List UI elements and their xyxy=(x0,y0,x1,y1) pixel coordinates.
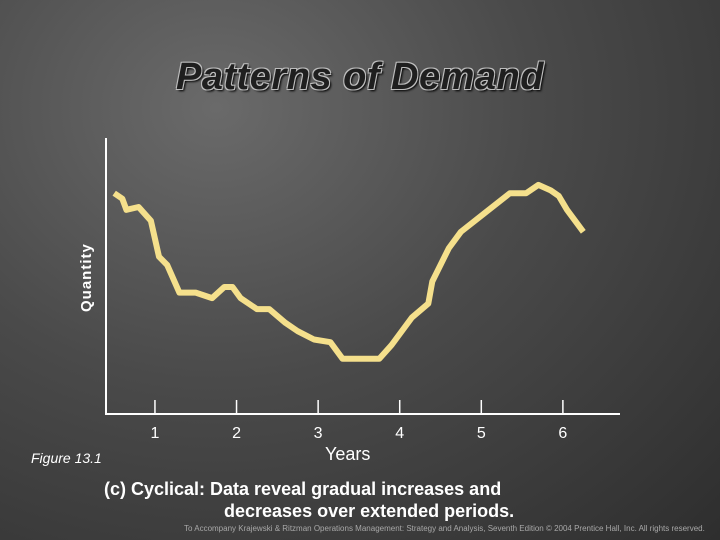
caption-line-1: (c) Cyclical: Data reveal gradual increa… xyxy=(104,479,502,499)
figure-label: Figure 13.1 xyxy=(31,450,102,466)
x-tick-label-6: 6 xyxy=(558,425,567,442)
x-tick-label-4: 4 xyxy=(395,425,404,442)
x-tick-label-1: 1 xyxy=(150,425,159,442)
slide-title: Patterns of Demand xyxy=(176,56,544,98)
demand-series-line xyxy=(112,181,586,362)
x-ticks: 1 2 3 4 5 6 xyxy=(150,400,567,442)
x-tick-label-3: 3 xyxy=(314,425,323,442)
caption: (c) Cyclical: Data reveal gradual increa… xyxy=(104,478,564,522)
copyright-footer: To Accompany Krajewski & Ritzman Operati… xyxy=(184,524,705,533)
y-axis-label: Quantity xyxy=(78,243,95,312)
caption-line-2: decreases over extended periods. xyxy=(224,501,515,521)
x-tick-label-5: 5 xyxy=(477,425,486,442)
x-axis-label: Years xyxy=(325,444,371,464)
x-tick-label-2: 2 xyxy=(232,425,241,442)
